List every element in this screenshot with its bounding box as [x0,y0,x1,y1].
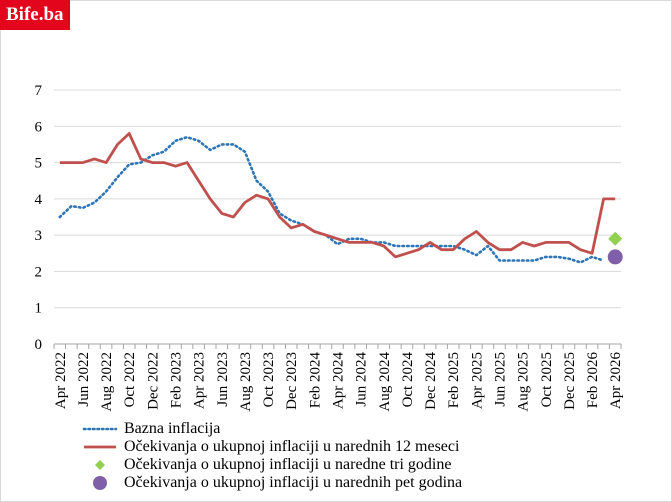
x-tick-label: Dec 2023 [284,352,300,410]
x-tick-label: Aug 2022 [99,352,115,412]
y-tick-label: 2 [35,264,43,280]
x-tick-label: Dec 2025 [562,352,578,410]
x-tick-label: Oct 2025 [539,352,555,407]
x-tick-label: Jun 2022 [76,352,92,407]
x-tick-label: Feb 2026 [585,352,601,409]
x-tick-label: Feb 2023 [169,352,185,408]
legend-solid-line-symbol [84,445,116,449]
legend-item-3y: Očekivanja o ukupnoj inflaciji u naredne… [82,455,451,475]
x-tick-label: Dec 2024 [423,352,439,410]
legend-label: Očekivanja o ukupnoj inflaciji u naredni… [124,438,460,455]
y-tick-label: 6 [35,119,43,135]
legend-dotted-line-symbol [82,427,118,431]
x-tick-label: Feb 2024 [307,352,323,409]
series-line-bazna-inflacija [58,135,605,264]
x-tick-label: Feb 2025 [446,352,462,408]
y-tick-label: 4 [35,192,43,208]
x-tick-label: Oct 2022 [122,352,138,407]
y-tick-label: 1 [35,301,43,317]
legend-item-bazna: Bazna inflacija [82,419,220,439]
x-tick-label: Aug 2025 [516,352,532,412]
x-tick-label: Jun 2025 [493,352,509,407]
legend-label: Očekivanja o ukupnoj inflaciji u naredni… [124,474,463,491]
x-tick-label: Oct 2023 [261,352,277,407]
x-tick-label: Jun 2023 [215,352,231,407]
point-ocekivanja-5y [607,249,623,265]
x-tick-label: Dec 2022 [145,352,161,410]
x-tick-label: Aug 2024 [377,352,393,412]
legend-diamond-symbol [95,460,105,470]
legend-label: Bazna inflacija [124,420,221,437]
legend-item-12m: Očekivanja o ukupnoj inflaciji u naredni… [82,437,459,457]
series-line-ocekivanja-12m [59,132,616,259]
y-tick-label: 0 [35,337,43,353]
legend-label: Očekivanja o ukupnoj inflaciji u naredne… [124,456,452,473]
x-tick-label: Apr 2025 [469,352,485,409]
x-tick-label: Apr 2022 [53,352,69,409]
legend-circle-symbol [93,476,107,490]
point-ocekivanja-3y [608,231,623,246]
legend-item-5y: Očekivanja o ukupnoj inflaciji u naredni… [82,473,462,493]
y-tick-label: 3 [35,228,43,244]
x-tick-label: Oct 2024 [400,352,416,408]
x-tick-label: Jun 2024 [354,352,370,407]
y-tick-label: 5 [35,156,43,172]
x-tick-label: Apr 2026 [608,352,624,410]
y-tick-label: 7 [35,83,43,99]
x-tick-label: Apr 2023 [192,352,208,409]
x-tick-label: Apr 2024 [331,352,347,410]
site-logo[interactable]: Bife.ba [0,0,70,30]
x-tick-label: Aug 2023 [238,352,254,412]
